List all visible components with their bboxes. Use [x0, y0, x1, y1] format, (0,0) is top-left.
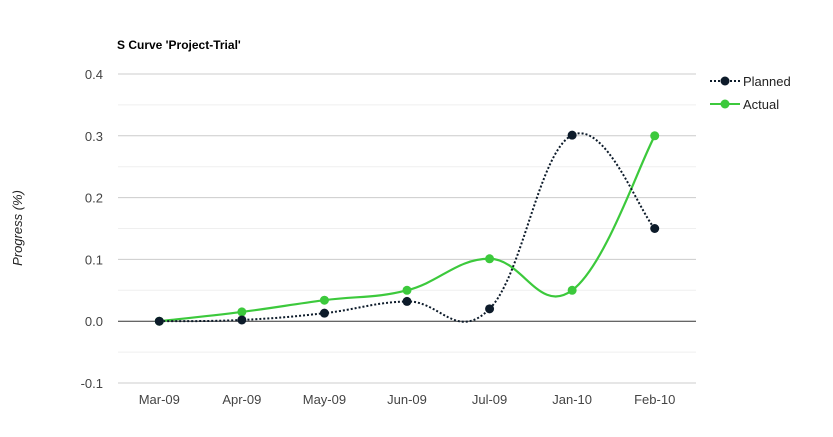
x-tick-label: May-09 [303, 392, 346, 407]
y-tick-labels: -0.1 0.0 0.1 0.2 0.3 0.4 [81, 67, 103, 391]
legend-label-planned: Planned [743, 74, 791, 89]
legend-label-actual: Actual [743, 97, 779, 112]
x-tick-label: Feb-10 [634, 392, 675, 407]
data-point-actual[interactable] [650, 131, 660, 141]
data-point-planned[interactable] [154, 316, 164, 326]
y-tick-label: 0.0 [85, 314, 103, 329]
x-tick-labels: Mar-09 Apr-09 May-09 Jun-09 Jul-09 Jan-10 Feb-… [139, 392, 676, 407]
legend: Planned Actual [710, 74, 791, 112]
data-point-planned[interactable] [485, 304, 495, 314]
y-tick-label: 0.1 [85, 252, 103, 267]
data-point-actual[interactable] [485, 254, 495, 264]
data-point-actual[interactable] [237, 307, 247, 317]
data-point-planned[interactable] [237, 315, 247, 325]
data-point-actual[interactable] [319, 295, 329, 305]
data-point-actual[interactable] [567, 285, 577, 295]
data-point-actual[interactable] [402, 285, 412, 295]
x-tick-label: Jun-09 [387, 392, 427, 407]
x-tick-label: Apr-09 [222, 392, 261, 407]
y-tick-label: 0.4 [85, 67, 103, 82]
y-tick-label: 0.2 [85, 191, 103, 206]
y-axis-label: Progress (%) [10, 190, 25, 266]
gridlines [118, 73, 696, 384]
legend-marker-planned [720, 76, 730, 86]
data-point-planned[interactable] [319, 308, 329, 318]
x-tick-label: Mar-09 [139, 392, 180, 407]
series-points [154, 130, 660, 326]
chart-title: S Curve 'Project-Trial' [117, 38, 241, 52]
legend-marker-actual [720, 99, 730, 109]
y-tick-label: 0.3 [85, 129, 103, 144]
y-tick-label: -0.1 [81, 376, 103, 391]
data-point-planned[interactable] [402, 296, 412, 306]
data-point-planned[interactable] [567, 130, 577, 140]
x-tick-label: Jan-10 [552, 392, 592, 407]
x-tick-label: Jul-09 [472, 392, 507, 407]
data-point-planned[interactable] [650, 224, 660, 233]
legend-item-planned[interactable]: Planned [710, 74, 791, 89]
legend-item-actual[interactable]: Actual [710, 97, 779, 112]
